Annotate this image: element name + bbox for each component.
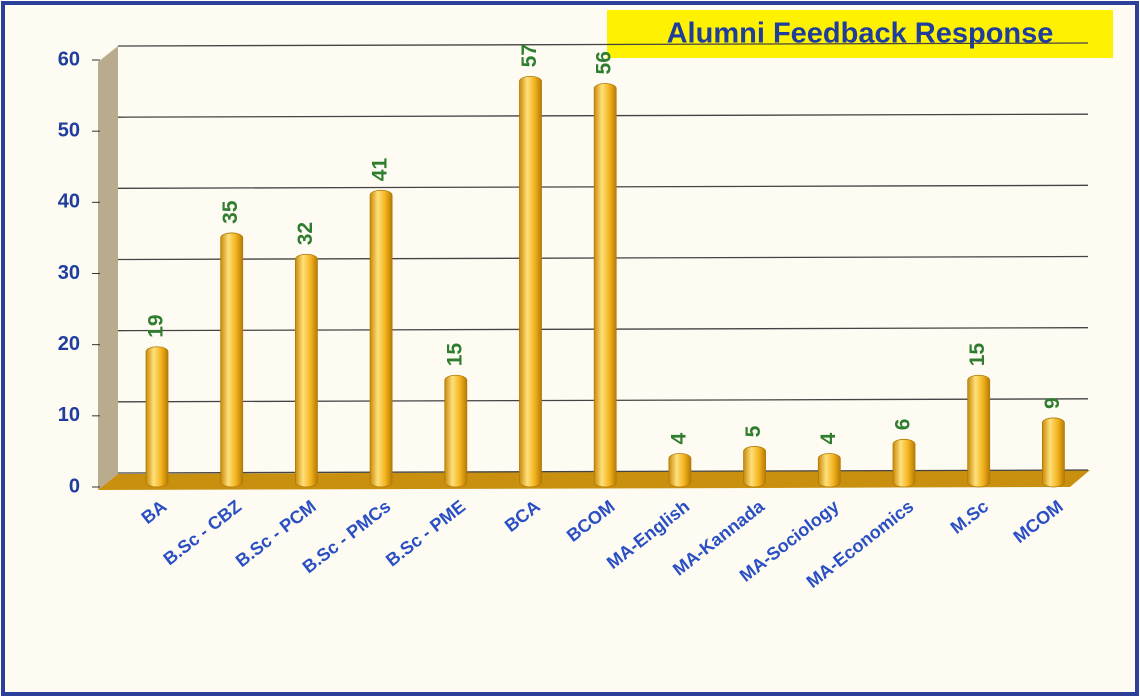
value-label: 41 <box>369 158 392 182</box>
chart-title: Alumni Feedback Response <box>667 18 1054 50</box>
y-tick-label: 30 <box>58 262 80 284</box>
y-tick-label: 0 <box>69 475 80 497</box>
bar <box>668 453 692 488</box>
bar <box>444 374 468 488</box>
value-label: 5 <box>742 425 765 437</box>
value-label: 4 <box>667 433 690 445</box>
y-tick-label: 20 <box>58 333 80 355</box>
bar <box>220 232 244 488</box>
value-label: 15 <box>966 343 989 367</box>
value-label: 19 <box>145 314 168 337</box>
bar <box>967 374 991 488</box>
y-tick-label: 10 <box>58 404 80 426</box>
bar <box>593 83 617 488</box>
bar <box>519 75 542 488</box>
value-label: 15 <box>443 343 466 367</box>
value-label: 57 <box>518 44 541 67</box>
value-label: 56 <box>593 51 616 74</box>
value-label: 4 <box>817 433 840 445</box>
value-label: 32 <box>294 222 317 245</box>
grid-line <box>117 42 1089 47</box>
y-tick-label: 50 <box>58 119 80 141</box>
side-wall <box>98 46 118 490</box>
bar <box>743 446 766 488</box>
bar <box>294 253 318 488</box>
bar <box>1042 417 1065 488</box>
bar <box>892 438 916 488</box>
bar <box>369 189 393 488</box>
title-box <box>607 10 1113 58</box>
y-tick-label: 60 <box>58 48 80 70</box>
value-label: 6 <box>892 419 915 431</box>
value-label: 9 <box>1041 397 1064 409</box>
y-tick-label: 40 <box>58 191 80 213</box>
bar <box>145 346 169 488</box>
bar <box>817 453 841 488</box>
value-label: 35 <box>219 200 242 224</box>
